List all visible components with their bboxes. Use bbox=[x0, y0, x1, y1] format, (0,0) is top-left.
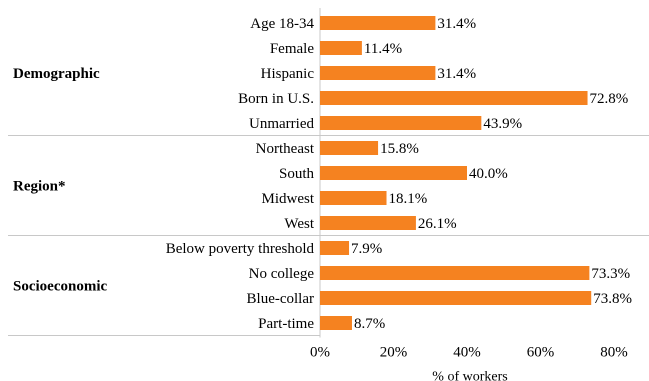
value-label: 8.7% bbox=[354, 316, 385, 332]
value-label: 31.4% bbox=[437, 66, 476, 82]
value-label: 31.4% bbox=[437, 16, 476, 32]
bar bbox=[320, 166, 467, 180]
group-labels: Demographic Region* Socioeconomic bbox=[13, 66, 107, 295]
bar bbox=[320, 91, 588, 105]
x-tick-label: 60% bbox=[527, 345, 555, 361]
x-axis-title: % of workers bbox=[432, 370, 507, 381]
x-tick-label: 0% bbox=[310, 345, 330, 361]
category-label: Female bbox=[270, 41, 314, 57]
category-label: Below poverty threshold bbox=[166, 241, 315, 257]
value-label: 26.1% bbox=[418, 216, 457, 232]
group-label: Region* bbox=[13, 179, 66, 195]
group-label: Demographic bbox=[13, 66, 100, 82]
bar bbox=[320, 41, 362, 55]
bar bbox=[320, 291, 592, 305]
group-label: Socioeconomic bbox=[13, 279, 107, 295]
value-label: 40.0% bbox=[469, 166, 508, 182]
bar bbox=[320, 116, 482, 130]
value-label: 7.9% bbox=[351, 241, 382, 257]
value-label: 43.9% bbox=[483, 116, 522, 132]
bar bbox=[320, 66, 436, 80]
category-label: Born in U.S. bbox=[238, 91, 314, 107]
category-label: South bbox=[279, 166, 315, 182]
bar bbox=[320, 241, 350, 255]
category-labels: Age 18-34 Female Hispanic Born in U.S. Unmar… bbox=[166, 16, 315, 332]
category-label: No college bbox=[249, 266, 315, 282]
category-label: Part-time bbox=[258, 316, 314, 332]
bar bbox=[320, 141, 379, 155]
value-label: 73.3% bbox=[591, 266, 630, 282]
category-label: Hispanic bbox=[261, 66, 315, 82]
category-label: Age 18-34 bbox=[250, 16, 314, 32]
bars bbox=[320, 16, 592, 330]
category-label: Northeast bbox=[256, 141, 315, 157]
category-label: Midwest bbox=[262, 191, 315, 207]
value-label: 73.8% bbox=[593, 291, 632, 307]
x-axis-ticks: 0% 20% 40% 60% 80% bbox=[310, 345, 628, 361]
value-labels: 31.4% 11.4% 31.4% 72.8% 43.9% 15.8% 40.0% 18.1%… bbox=[351, 16, 632, 332]
x-tick-label: 20% bbox=[380, 345, 408, 361]
bar bbox=[320, 316, 352, 330]
category-label: Unmarried bbox=[249, 116, 314, 132]
category-label: West bbox=[284, 216, 314, 232]
x-tick-label: 80% bbox=[600, 345, 628, 361]
value-label: 15.8% bbox=[380, 141, 419, 157]
value-label: 72.8% bbox=[590, 91, 629, 107]
bar bbox=[320, 191, 387, 205]
value-label: 11.4% bbox=[364, 41, 402, 57]
bar bbox=[320, 216, 416, 230]
bar bbox=[320, 266, 590, 280]
bar bbox=[320, 16, 436, 30]
x-tick-label: 40% bbox=[453, 345, 481, 361]
category-label: Blue-collar bbox=[247, 291, 314, 307]
value-label: 18.1% bbox=[389, 191, 428, 207]
